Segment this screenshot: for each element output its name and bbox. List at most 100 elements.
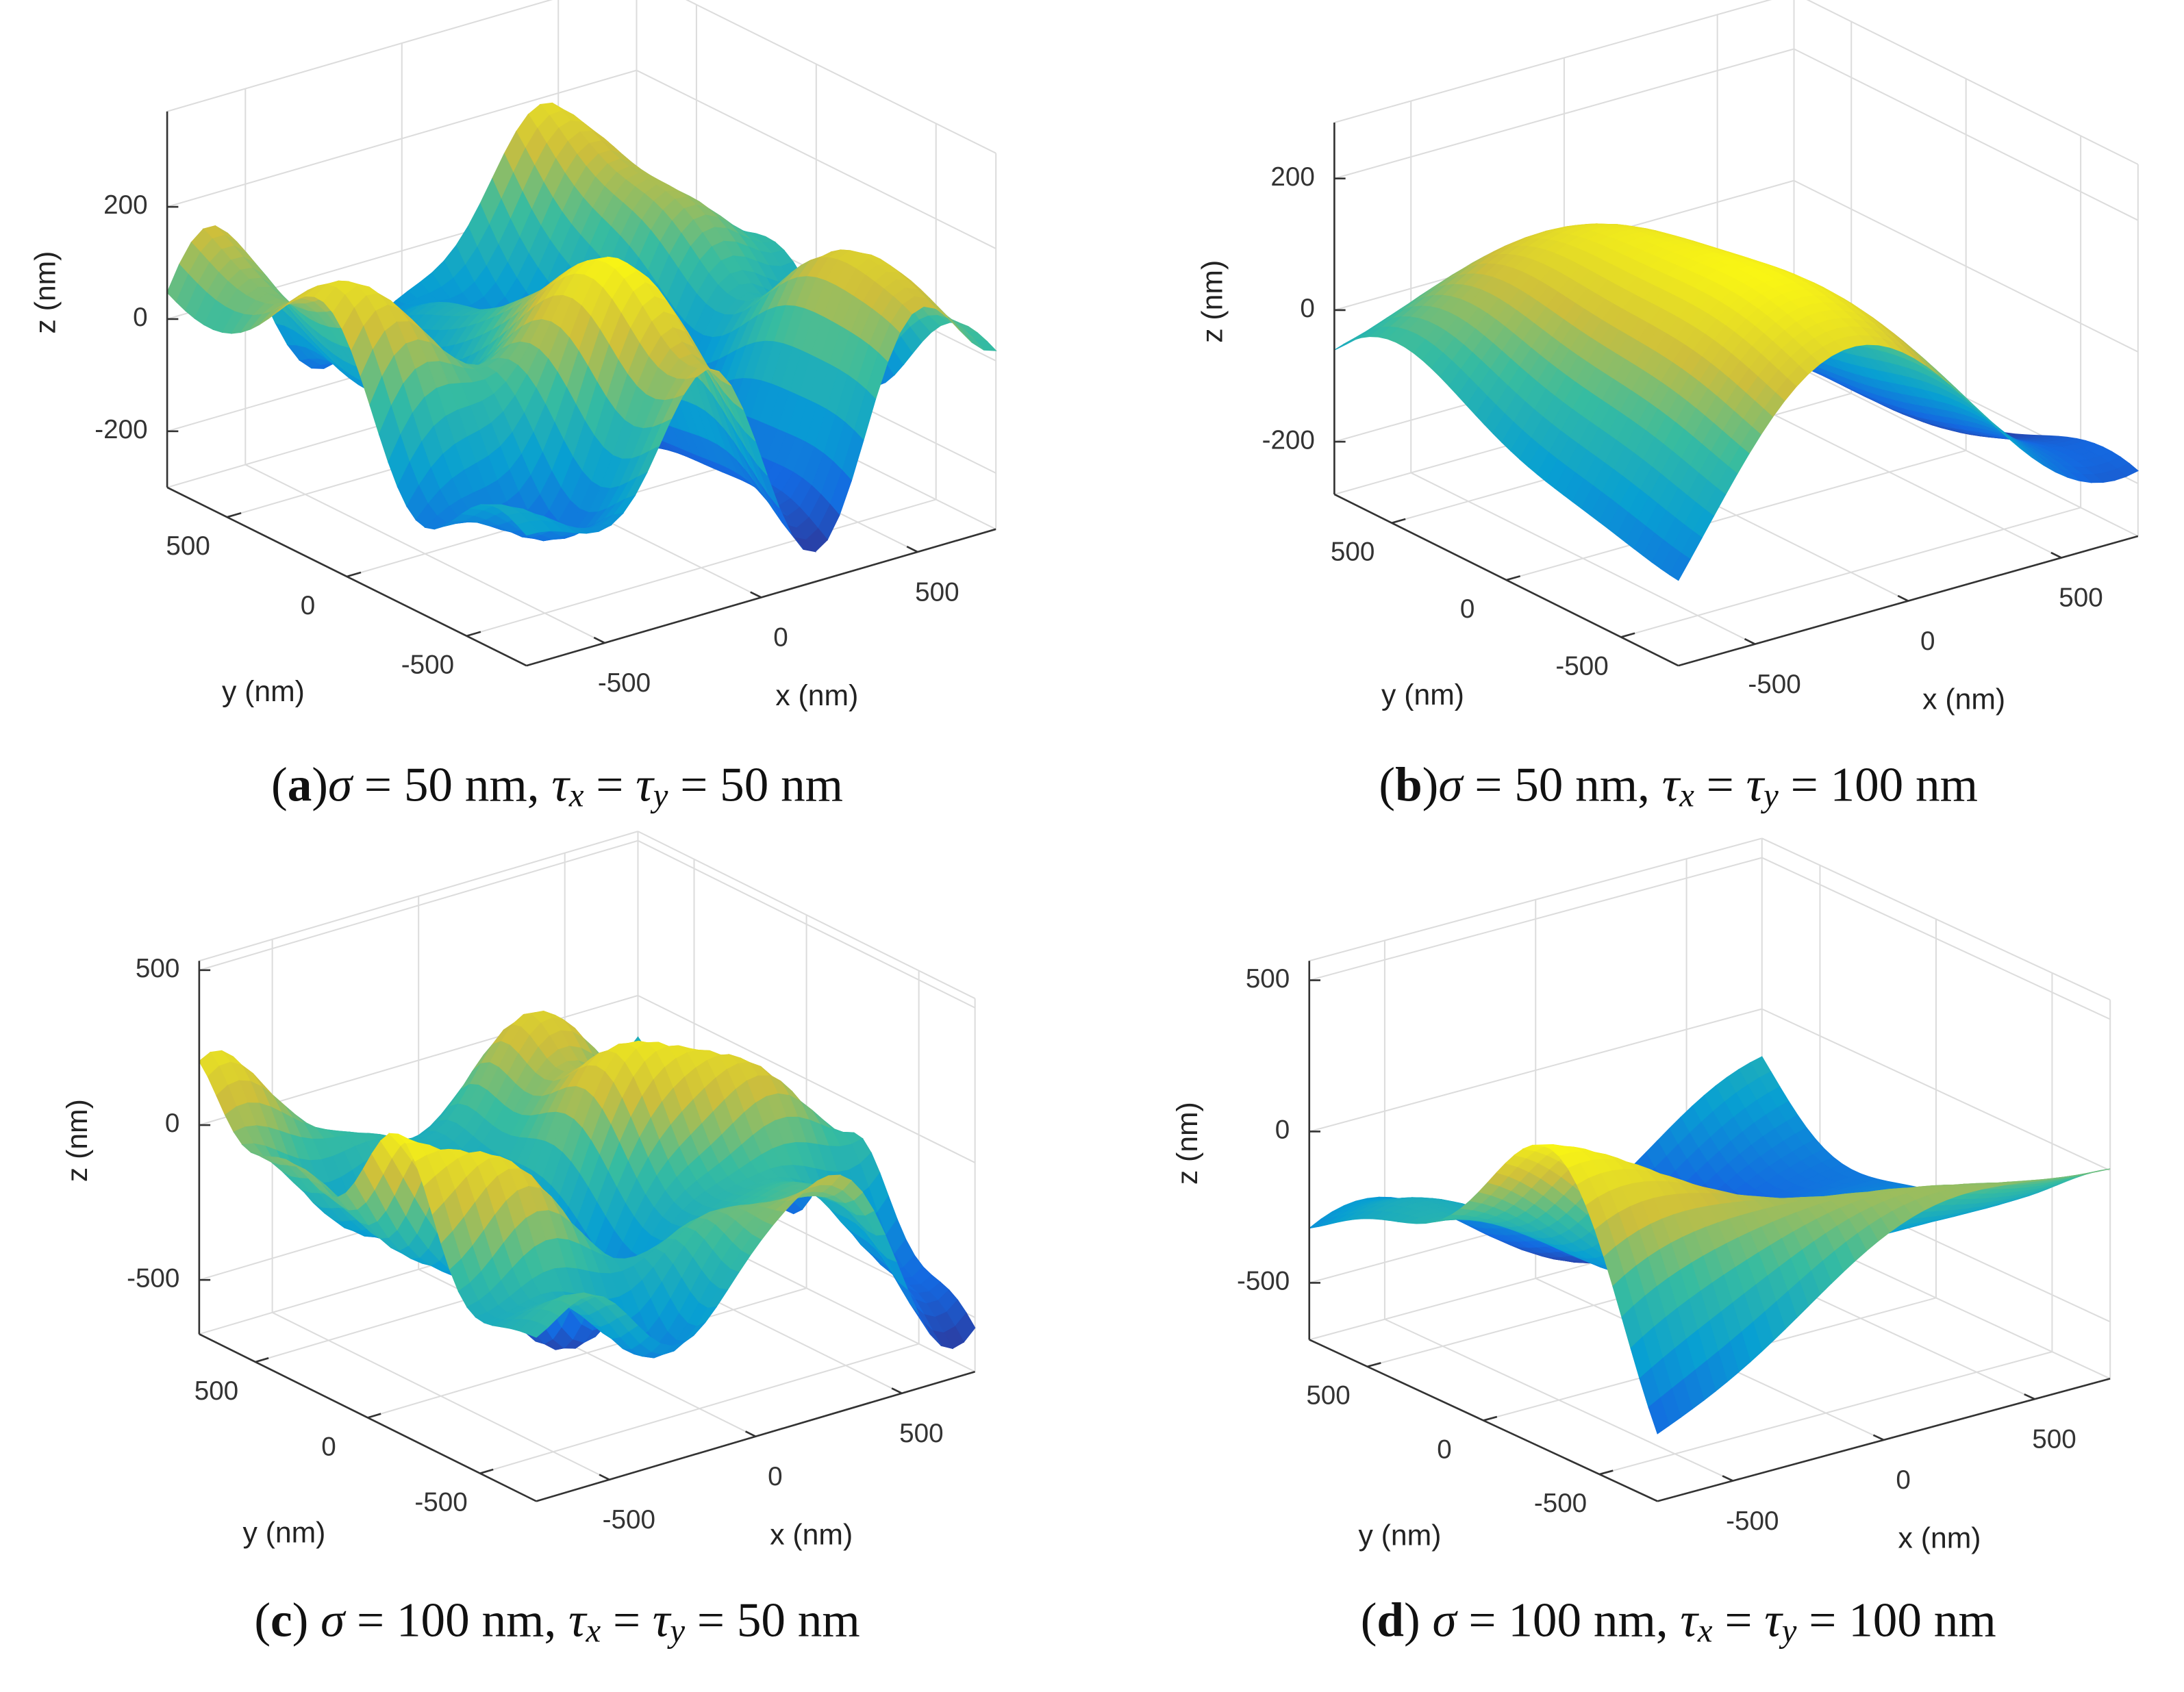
caption-part: ) <box>292 1594 321 1647</box>
grid-line <box>466 498 937 637</box>
caption-part: = 50 nm, <box>1463 758 1662 811</box>
grid-line <box>199 839 638 971</box>
z-tick-label: 0 <box>165 1109 179 1138</box>
y-tick-label: -500 <box>401 651 454 680</box>
x-tick-label: 500 <box>915 577 959 607</box>
x-tick <box>593 636 605 644</box>
caption: (b)σ = 50 nm, τx = τy = 100 nm <box>1379 758 1978 813</box>
caption-part: x <box>1679 777 1694 814</box>
caption-part: ( <box>254 1594 271 1647</box>
y-tick <box>466 631 481 637</box>
caption: (a)σ = 50 nm, τx = τy = 50 nm <box>271 758 843 813</box>
y-tick <box>367 1413 381 1419</box>
caption-part: c <box>271 1594 292 1647</box>
z-tick-label: -200 <box>1262 425 1315 455</box>
z-tick-label: -200 <box>95 415 147 444</box>
grid-line <box>636 69 996 249</box>
grid-line <box>1506 449 1966 581</box>
grid-line <box>1794 179 2139 353</box>
y-tick-label: -500 <box>1555 651 1608 681</box>
z-tick-label: -500 <box>127 1263 179 1293</box>
x-axis-label: x (nm) <box>775 679 858 712</box>
z-axis-label: z (nm) <box>61 1099 94 1182</box>
x-tick-label: -500 <box>1748 670 1800 699</box>
caption-part: τ <box>1746 758 1766 811</box>
caption-part: a <box>288 758 312 811</box>
y-tick-label: 500 <box>194 1376 238 1406</box>
x-tick <box>2050 551 2062 559</box>
y-axis-label: y (nm) <box>1381 679 1464 711</box>
caption-part: σ <box>321 1594 347 1647</box>
y-tick-label: 0 <box>301 591 315 620</box>
caption-part: b <box>1395 758 1422 811</box>
x-axis-label: x (nm) <box>770 1519 853 1552</box>
caption-part: y <box>650 777 668 814</box>
y-tick <box>1391 518 1406 524</box>
y-tick-label: 500 <box>1331 538 1375 567</box>
caption-part: ( <box>1379 758 1395 811</box>
caption-part: σ <box>1438 758 1464 811</box>
y-tick-label: 0 <box>1460 594 1474 624</box>
grid-line <box>638 994 976 1163</box>
caption-part: = <box>601 1594 653 1647</box>
y-axis-label: y (nm) <box>242 1516 325 1549</box>
y-tick <box>227 512 242 518</box>
x-tick <box>744 1430 756 1437</box>
x-tick-label: 0 <box>1920 627 1935 656</box>
surface-plot: -500 0 500 -500 0 500 -500 0 500 z (nm) x (nm) y (n… <box>61 831 976 1650</box>
x-tick-label: 0 <box>768 1462 782 1491</box>
caption-part: y <box>1760 777 1779 814</box>
caption-part: = 100 nm <box>1779 758 1978 811</box>
grid-line <box>166 69 637 208</box>
grid-line <box>479 1343 919 1474</box>
grid-line <box>1334 48 1794 179</box>
caption-part: = <box>1694 758 1746 811</box>
x-tick <box>599 1474 610 1481</box>
grid-line <box>1794 48 2139 221</box>
x-tick <box>1897 594 1909 602</box>
caption-part: σ <box>328 758 354 811</box>
z-tick-label: 500 <box>136 954 179 983</box>
y-tick <box>1506 575 1521 581</box>
x-tick-label: 500 <box>899 1419 943 1448</box>
x-tick-label: -500 <box>598 668 651 698</box>
caption-part: x <box>586 1613 601 1650</box>
surface <box>199 1010 976 1359</box>
caption: (c) σ = 100 nm, τx = τy = 50 nm <box>254 1594 859 1650</box>
surface <box>1334 223 2139 581</box>
y-axis-label: y (nm) <box>222 675 305 708</box>
surface-plot: -200 0 200 -500 0 500 -500 0 500 z (nm) x (nm) y (n… <box>1196 0 2139 814</box>
grid-line <box>638 839 976 1009</box>
caption-part: τ <box>636 758 655 811</box>
grid-line <box>367 1287 807 1419</box>
x-tick <box>1744 637 1756 645</box>
caption-part: = <box>584 758 636 811</box>
y-tick <box>479 1468 494 1474</box>
caption-part: x <box>568 777 584 814</box>
y-tick <box>347 571 362 578</box>
caption-part: = 100 nm, <box>344 1594 568 1647</box>
surface <box>166 102 997 553</box>
caption-part: τ <box>653 1594 672 1647</box>
caption-part: ( <box>271 758 288 811</box>
y-tick <box>1620 632 1635 638</box>
z-tick-label: 200 <box>103 190 147 220</box>
x-tick-label: -500 <box>603 1505 655 1535</box>
z-tick-label: 200 <box>1270 162 1314 192</box>
surface <box>1309 1056 2111 1435</box>
caption-part: = 50 nm <box>668 758 843 811</box>
x-tick <box>906 546 918 553</box>
y-tick <box>255 1357 269 1363</box>
y-tick-label: 0 <box>321 1432 336 1461</box>
x-axis-label: x (nm) <box>1922 683 2005 716</box>
z-tick-label: 0 <box>1300 294 1314 323</box>
x-tick <box>750 591 762 598</box>
x-tick-label: 500 <box>2059 583 2103 613</box>
z-axis-label: z (nm) <box>1196 260 1229 343</box>
y-tick-label: 500 <box>166 531 210 561</box>
caption-part: ) <box>1422 758 1439 811</box>
caption-part: = 50 nm <box>685 1594 860 1647</box>
y-tick-label: -500 <box>414 1488 467 1517</box>
